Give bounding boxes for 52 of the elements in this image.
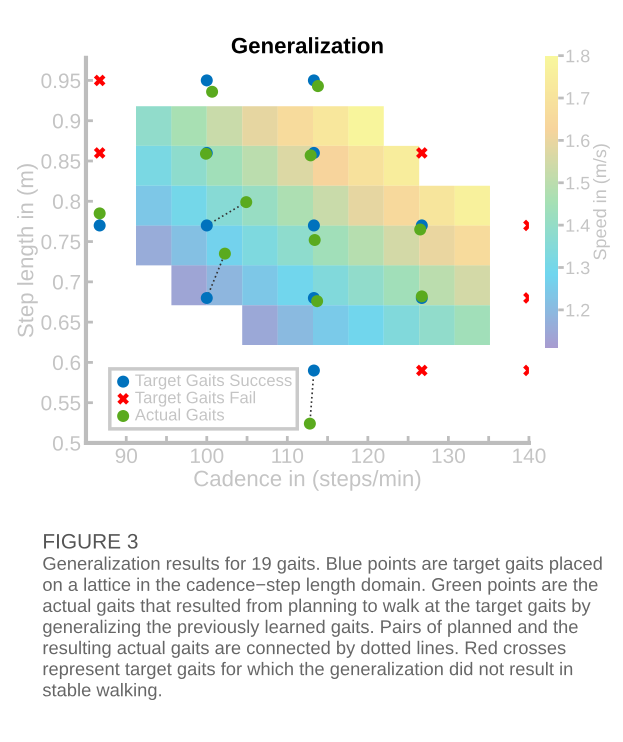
caption: FIGURE 3 — [44, 534, 138, 549]
point — [414, 223, 426, 236]
point — [416, 147, 428, 159]
y-tick-label: 0.6 — [52, 355, 80, 370]
point — [94, 219, 106, 232]
point — [200, 219, 213, 232]
color-bar-label: 1.2 — [566, 304, 590, 316]
y-tick-label: 0.55 — [41, 396, 80, 410]
chart-title: Generalization — [232, 37, 383, 54]
x-tick-label: 90 — [116, 448, 138, 464]
y-tick-label: 0.65 — [41, 315, 80, 330]
y-axis-title: Step length in (m) — [17, 164, 38, 338]
point — [206, 86, 218, 98]
y-tick-label: 0.7 — [52, 274, 80, 290]
legend-label: Actual Gaits — [134, 408, 224, 421]
x-tick-label: 110 — [272, 448, 304, 464]
point — [308, 219, 320, 232]
x-axis-title: Cadence in (steps/min) — [194, 470, 420, 491]
point — [304, 418, 316, 430]
legend-label: Target Gaits Success — [135, 374, 292, 390]
x-tick-label: 140 — [513, 448, 546, 464]
point — [240, 196, 252, 208]
x-tick-label: 120 — [352, 448, 384, 464]
color-bar-label: 1.8 — [566, 50, 590, 62]
point — [94, 207, 106, 220]
color-bar-label: 1.3 — [566, 261, 590, 274]
point — [311, 295, 324, 308]
point — [200, 292, 213, 304]
point — [218, 248, 231, 260]
color-bar-label: 1.6 — [566, 134, 590, 148]
point — [308, 234, 321, 246]
point — [308, 364, 320, 376]
point — [312, 80, 324, 92]
color-bar-label: 1.5 — [566, 176, 590, 190]
point — [304, 149, 317, 162]
y-tick-label: 0.8 — [52, 194, 80, 210]
legend-label: Target Gaits Fail — [135, 391, 256, 407]
color-bar-title: Speed in (m/s) — [593, 144, 610, 260]
y-tick-label: 0.85 — [41, 154, 80, 169]
point — [94, 74, 106, 86]
point — [416, 364, 428, 376]
y-tick-label: 0.75 — [41, 234, 80, 250]
point — [200, 74, 213, 86]
y-tick-label: 0.9 — [52, 114, 80, 128]
x-tick-label: 130 — [432, 448, 465, 464]
text: Generalization results for 19 gaits. Blue points are target gaits placed on a lattice in the cadence−step length domain. Green points are the actual gaits that resulted from planning to walk at the target gaits by generalizing the previously learned gaits. Pairs of planned and the resulting actual gaits are connected by dotted lines. Red crosses represent target gaits for which the generalization did not result in stable walking. — [42, 556, 602, 700]
color-bar-label: 1.7 — [566, 92, 590, 105]
y-tick-label: 0.5 — [52, 436, 80, 451]
x-tick-label: 100 — [190, 448, 224, 464]
y-tick-label: 0.95 — [41, 73, 80, 88]
color-bar-label: 1.4 — [566, 219, 590, 232]
point — [94, 147, 106, 159]
